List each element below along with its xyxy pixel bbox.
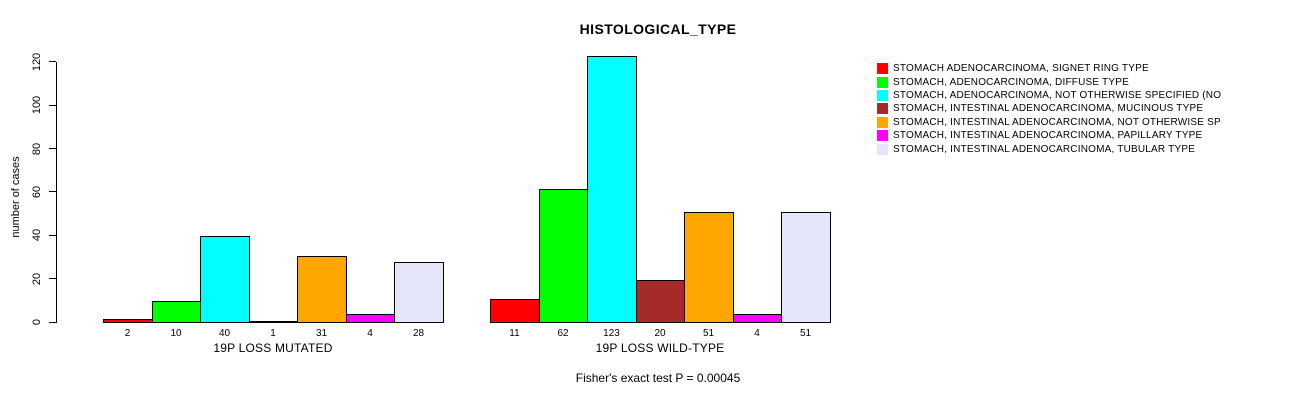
bar — [733, 314, 782, 323]
bar — [636, 280, 685, 323]
y-tick-label: 20 — [31, 272, 43, 285]
legend-swatch — [877, 89, 888, 101]
group-label: 19P LOSS WILD-TYPE — [595, 341, 725, 355]
legend-item: STOMACH, INTESTINAL ADENOCARCINOMA, NOT … — [877, 116, 1221, 129]
legend-item: STOMACH, INTESTINAL ADENOCARCINOMA, MUCI… — [877, 102, 1221, 115]
bar-value-label: 62 — [557, 328, 569, 339]
legend: STOMACH ADENOCARCINOMA, SIGNET RING TYPE… — [877, 62, 1221, 156]
legend-label: STOMACH, INTESTINAL ADENOCARCINOMA, NOT … — [893, 116, 1221, 128]
legend-item: STOMACH, ADENOCARCINOMA, NOT OTHERWISE S… — [877, 89, 1221, 102]
legend-item: STOMACH, INTESTINAL ADENOCARCINOMA, PAPI… — [877, 129, 1221, 142]
y-axis-line — [56, 62, 57, 323]
legend-label: STOMACH, INTESTINAL ADENOCARCINOMA, TUBU… — [893, 143, 1196, 155]
bar-value-label: 31 — [315, 328, 328, 339]
bar — [490, 299, 540, 323]
legend-label: STOMACH, INTESTINAL ADENOCARCINOMA, MUCI… — [893, 103, 1204, 115]
bar-value-label: 11 — [509, 328, 520, 339]
y-tick-label: 80 — [31, 142, 43, 155]
bar — [297, 256, 347, 323]
bar — [539, 189, 588, 323]
bar — [103, 319, 153, 323]
bar — [781, 212, 831, 323]
legend-item: STOMACH, ADENOCARCINOMA, DIFFUSE TYPE — [877, 75, 1221, 88]
bar-value-label: 2 — [124, 328, 131, 339]
bar-value-label: 4 — [367, 328, 373, 339]
bar-value-label: 1 — [270, 328, 276, 339]
y-axis-tick — [49, 104, 56, 106]
y-axis-tick — [49, 148, 56, 150]
y-axis-tick — [49, 321, 56, 323]
bar — [587, 56, 637, 323]
legend-label: STOMACH, ADENOCARCINOMA, DIFFUSE TYPE — [893, 76, 1129, 88]
legend-swatch — [877, 130, 888, 142]
y-tick-label: 100 — [31, 96, 43, 115]
bar-value-label: 51 — [702, 328, 715, 339]
bar — [346, 314, 395, 323]
legend-label: STOMACH, INTESTINAL ADENOCARCINOMA, PAPI… — [893, 130, 1203, 142]
y-axis-tick — [49, 234, 56, 236]
y-axis-tick — [49, 191, 56, 193]
y-tick-label: 0 — [31, 318, 43, 326]
legend-swatch — [877, 103, 888, 115]
bar — [394, 262, 444, 323]
legend-item: STOMACH, INTESTINAL ADENOCARCINOMA, TUBU… — [877, 142, 1221, 155]
legend-swatch — [877, 143, 888, 155]
bar-value-label: 4 — [754, 328, 760, 339]
legend-swatch — [877, 63, 888, 75]
bar — [200, 236, 250, 323]
legend-label: STOMACH, ADENOCARCINOMA, NOT OTHERWISE S… — [893, 89, 1222, 101]
y-axis-label: number of cases — [10, 156, 22, 238]
legend-item: STOMACH ADENOCARCINOMA, SIGNET RING TYPE — [877, 62, 1221, 75]
y-tick-label: 60 — [31, 185, 43, 199]
y-axis-tick — [49, 278, 56, 280]
bar-value-label: 51 — [799, 328, 812, 339]
bar — [152, 301, 201, 323]
legend-swatch — [877, 76, 888, 88]
bar-value-label: 10 — [170, 328, 182, 339]
legend-swatch — [877, 116, 888, 128]
y-tick-label: 120 — [31, 52, 43, 72]
bar-value-label: 28 — [412, 328, 425, 339]
group-label: 19P LOSS MUTATED — [213, 341, 333, 355]
fisher-test-annotation: Fisher's exact test P = 0.00045 — [575, 371, 741, 385]
legend-label: STOMACH ADENOCARCINOMA, SIGNET RING TYPE — [893, 63, 1149, 75]
bar — [684, 212, 734, 323]
y-tick-label: 40 — [31, 229, 43, 242]
bar-value-label: 40 — [218, 328, 231, 339]
y-axis-tick — [49, 61, 56, 63]
bar-value-label: 20 — [654, 328, 666, 339]
chart-title: HISTOLOGICAL_TYPE — [579, 21, 737, 37]
bar-value-label: 123 — [603, 328, 620, 339]
bar — [249, 321, 298, 323]
